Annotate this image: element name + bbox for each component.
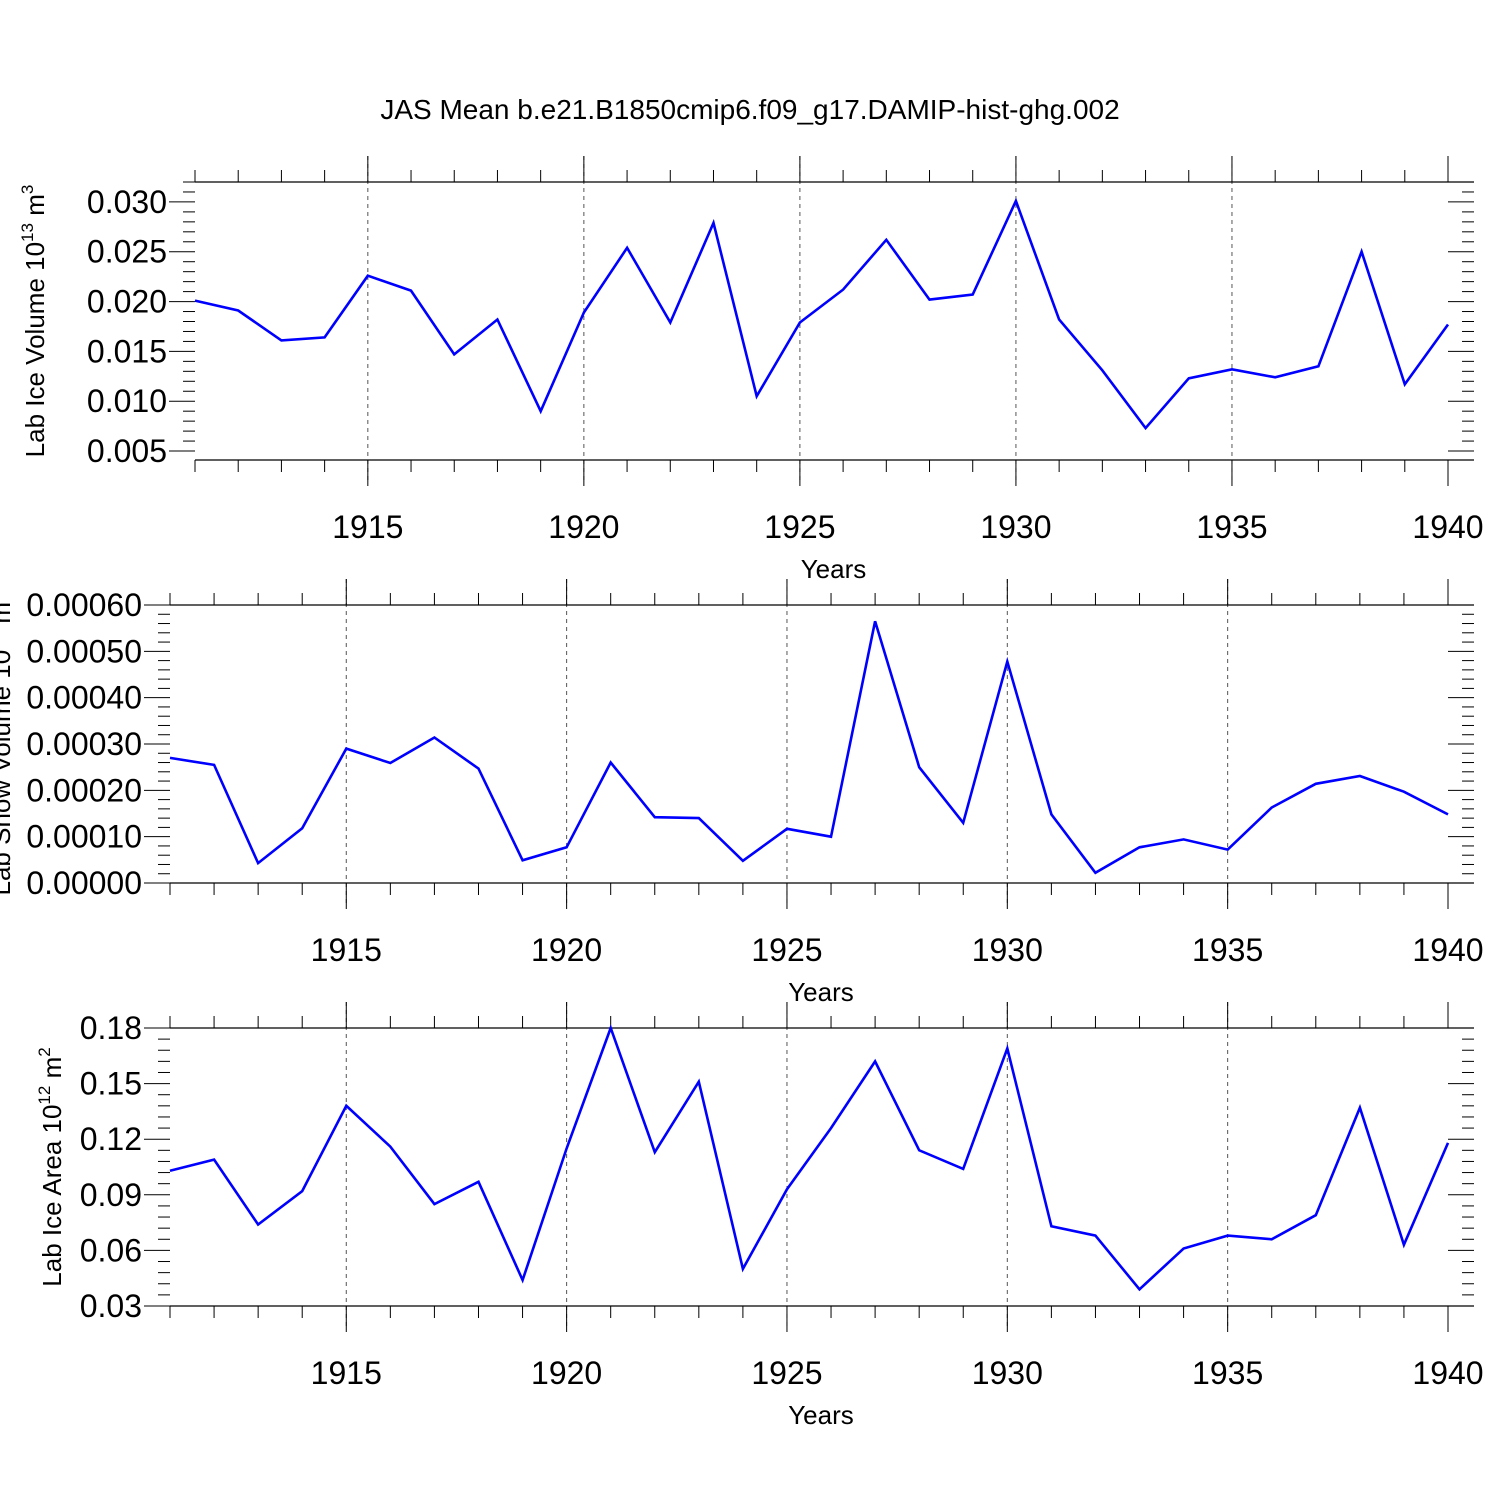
y-tick-label: 0.00010 bbox=[26, 819, 142, 855]
figure-title: JAS Mean b.e21.B1850cmip6.f09_g17.DAMIP-… bbox=[380, 94, 1119, 125]
y-tick-label: 0.020 bbox=[87, 284, 167, 320]
series-line bbox=[169, 1024, 1450, 1292]
y-axis-title: Lab Snow Volume 1013 m3 bbox=[0, 592, 16, 895]
panel-3: 0.03 0.06 0.09 0.12 0.15 0.18 1915 1920 1925 1930… bbox=[35, 1002, 1484, 1430]
x-tick-label: 1925 bbox=[751, 932, 822, 968]
x-tick-label: 1935 bbox=[1192, 1355, 1263, 1391]
x-axis-title: Years bbox=[788, 1400, 854, 1430]
y-tick-label: 0.03 bbox=[80, 1288, 142, 1324]
panel-1: 0.005 0.010 0.015 0.020 0.025 0.030 1915 1920 19… bbox=[18, 156, 1484, 584]
series-line bbox=[169, 620, 1449, 875]
panel-2: 0.00000 0.00010 0.00020 0.00030 0.00040 0.000… bbox=[0, 579, 1484, 1007]
x-tick-label: 1930 bbox=[980, 509, 1051, 545]
x-tick-label: 1920 bbox=[531, 1355, 602, 1391]
y-tick-label: 0.00020 bbox=[26, 772, 142, 808]
y-axis-title: Lab Ice Volume 1013 m3 bbox=[18, 185, 50, 458]
y-tick-label: 0.015 bbox=[87, 333, 167, 369]
x-axis-title: Years bbox=[801, 554, 867, 584]
x-tick-label: 1940 bbox=[1412, 932, 1483, 968]
x-tick-label: 1925 bbox=[751, 1355, 822, 1391]
x-tick-label: 1940 bbox=[1412, 1355, 1483, 1391]
y-tick-label: 0.030 bbox=[87, 184, 167, 220]
y-tick-label: 0.06 bbox=[80, 1232, 142, 1268]
y-tick-label: 0.00040 bbox=[26, 680, 142, 716]
y-tick-label: 0.00060 bbox=[26, 587, 142, 623]
x-tick-label: 1915 bbox=[311, 932, 382, 968]
y-tick-label: 0.15 bbox=[80, 1066, 142, 1102]
y-tick-label: 0.00030 bbox=[26, 726, 142, 762]
x-axis-title: Years bbox=[788, 977, 854, 1007]
x-tick-label: 1915 bbox=[311, 1355, 382, 1391]
x-tick-label: 1915 bbox=[332, 509, 403, 545]
x-tick-label: 1935 bbox=[1196, 509, 1267, 545]
x-tick-label: 1940 bbox=[1412, 509, 1483, 545]
y-tick-label: 0.00000 bbox=[26, 865, 142, 901]
y-tick-label: 0.09 bbox=[80, 1177, 142, 1213]
y-tick-label: 0.010 bbox=[87, 383, 167, 419]
y-tick-label: 0.12 bbox=[80, 1121, 142, 1157]
y-tick-label: 0.18 bbox=[80, 1010, 142, 1046]
x-tick-label: 1920 bbox=[531, 932, 602, 968]
series-line bbox=[194, 197, 1450, 431]
x-tick-label: 1935 bbox=[1192, 932, 1263, 968]
y-tick-label: 0.00050 bbox=[26, 633, 142, 669]
y-tick-label: 0.025 bbox=[87, 234, 167, 270]
x-tick-label: 1930 bbox=[972, 1355, 1043, 1391]
x-tick-label: 1930 bbox=[972, 932, 1043, 968]
x-tick-label: 1920 bbox=[548, 509, 619, 545]
y-tick-label: 0.005 bbox=[87, 433, 167, 469]
y-axis-title: Lab Ice Area 1012 m2 bbox=[35, 1047, 67, 1286]
x-tick-label: 1925 bbox=[764, 509, 835, 545]
